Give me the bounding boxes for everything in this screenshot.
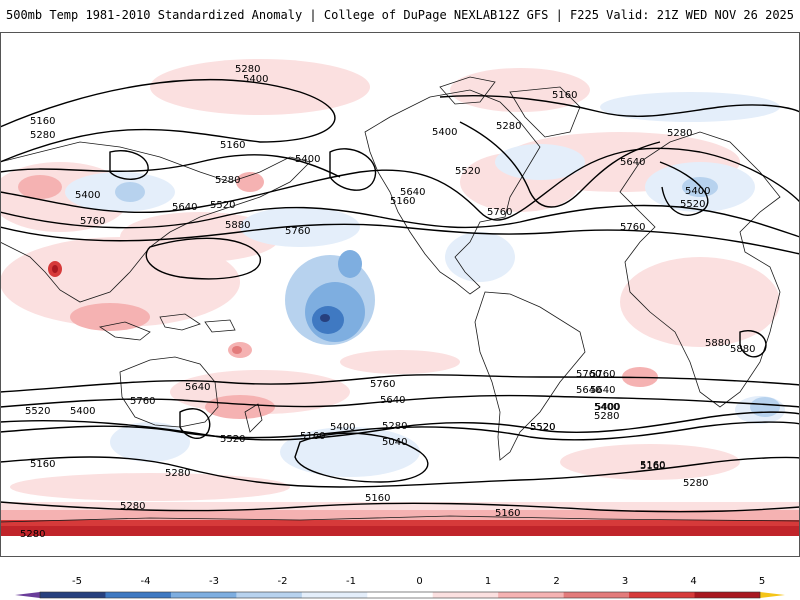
colorbar-tick-label: 2: [553, 576, 559, 587]
contour-label: 5520: [530, 422, 555, 433]
contour-label: 5520: [210, 200, 235, 211]
colorbar-tick-label: -2: [278, 576, 288, 587]
contour-label: 5280: [165, 468, 190, 479]
colorbar-tick-label: -3: [209, 576, 219, 587]
contour-label: 5760: [285, 226, 310, 237]
contour-label: 5280: [235, 64, 260, 75]
contour-label: 5280: [20, 529, 45, 540]
contour-label: 5160: [300, 431, 325, 442]
contour-label: 5760: [370, 379, 395, 390]
coastlines: [0, 76, 800, 523]
colorbar-segment: [170, 592, 237, 598]
colorbar-segments: [15, 591, 785, 599]
header: 500mb Temp 1981-2010 Standardized Anomal…: [0, 0, 800, 32]
colorbar-segment: [563, 592, 630, 598]
contour-label: 5760: [487, 207, 512, 218]
contour-label: 5160: [640, 460, 665, 471]
colorbar-tick-label: 5: [759, 576, 765, 587]
colorbar-segment: [40, 592, 106, 598]
contour-label: 5400: [243, 74, 268, 85]
contour-label: 5640: [576, 385, 601, 396]
contour-label: 5760: [590, 369, 615, 380]
contour-label: 5520: [680, 199, 705, 210]
contour-label: 5160: [552, 90, 577, 101]
contour-label: 5880: [730, 344, 755, 355]
colorbar-tick-label: -5: [72, 576, 82, 587]
contour-label: 5280: [215, 175, 240, 186]
height-contours: [0, 79, 800, 513]
colorbar-tick-label: 4: [690, 576, 696, 587]
contour-label: 5160: [30, 459, 55, 470]
contour-labels: 5280 5400 5160 5280 5160 5400 5400 5280 …: [20, 64, 755, 540]
contour-label: 5520: [455, 166, 480, 177]
colorbar-segment: [629, 592, 696, 598]
contour-label: 5640: [400, 187, 425, 198]
colorbar-tick-label: -1: [346, 576, 356, 587]
colorbar-arrow-low: [15, 592, 40, 598]
contour-label: 5280: [382, 421, 407, 432]
contour-label: 5280: [120, 501, 145, 512]
colorbar-segment: [236, 592, 303, 598]
colorbar-outline: [39, 591, 761, 599]
contour-label: 5400: [330, 422, 355, 433]
contour-label: 5760: [80, 216, 105, 227]
contour-label: 5400: [295, 154, 320, 165]
contour-label: 5400: [432, 127, 457, 138]
colorbar-segment: [301, 592, 368, 598]
contour-label: 5760: [576, 369, 601, 380]
contour-label: 5400: [70, 406, 95, 417]
contour-label: 5280: [667, 128, 692, 139]
anomaly-map: 5280 5400 5160 5280 5160 5400 5400 5280 …: [0, 32, 800, 557]
colorbar-segment: [694, 592, 761, 598]
colorbar-segment: [367, 592, 434, 598]
colorbar-tick-label: 1: [485, 576, 491, 587]
contour-label: 5040: [382, 437, 407, 448]
contour-label: 5160: [495, 508, 520, 519]
contour-label: 5520: [25, 406, 50, 417]
model-run-info: 12Z GFS | F225 Valid: 21Z WED NOV 26 202…: [497, 8, 794, 22]
colorbar-segment: [498, 592, 565, 598]
contour-label: 5880: [705, 338, 730, 349]
colorbar-tick-label: -4: [141, 576, 151, 587]
contour-label: 5400: [75, 190, 100, 201]
contour-label: 5520: [220, 434, 245, 445]
colorbar-segment: [432, 592, 499, 598]
colorbar-segment: [105, 592, 172, 598]
contour-label: 5400: [594, 402, 619, 413]
contour-label: 5760: [620, 222, 645, 233]
contour-label: 5160: [390, 196, 415, 207]
contour-label: 5400: [595, 402, 620, 413]
contour-label: 5640: [620, 157, 645, 168]
colorbar-tick-label: 3: [622, 576, 628, 587]
map-title: 500mb Temp 1981-2010 Standardized Anomal…: [6, 8, 498, 22]
contour-label: 5880: [225, 220, 250, 231]
contour-label: 5640: [590, 385, 615, 396]
contour-label: 5280: [496, 121, 521, 132]
contour-label: 5400: [685, 186, 710, 197]
contour-label: 5760: [130, 396, 155, 407]
contour-label: 5640: [172, 202, 197, 213]
contour-label: 5640: [185, 382, 210, 393]
contour-label: 5520: [530, 422, 555, 433]
contour-label: 5160: [640, 461, 665, 472]
colorbar: -5 -4 -3 -2 -1 0 1 2 3 4 5: [15, 576, 785, 599]
colorbar-tick-label: 0: [416, 576, 422, 587]
contour-label: 5640: [380, 395, 405, 406]
contour-label: 5280: [594, 411, 619, 422]
contour-label: 5160: [30, 116, 55, 127]
colorbar-arrow-high: [760, 592, 785, 598]
contour-label: 5280: [683, 478, 708, 489]
colorbar-ticks: -5 -4 -3 -2 -1 0 1 2 3 4 5: [72, 576, 765, 587]
contour-label: 5280: [30, 130, 55, 141]
contour-label: 5160: [220, 140, 245, 151]
contour-label: 5160: [365, 493, 390, 504]
